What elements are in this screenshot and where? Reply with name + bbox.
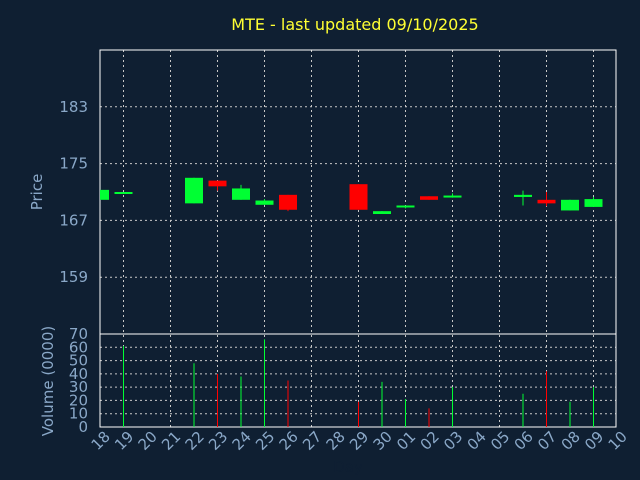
volume-tick-label: 20 <box>69 391 88 409</box>
volume-tick-label: 50 <box>69 352 88 370</box>
x-ticks: 1819202122232425262728293001020304050607… <box>88 428 631 454</box>
volume-tick-label: 30 <box>69 378 88 396</box>
candle-body <box>349 184 368 210</box>
candle-body <box>255 200 274 205</box>
price-tick-label: 167 <box>59 211 88 229</box>
candle-body <box>584 199 603 207</box>
price-tick-label: 175 <box>59 155 88 173</box>
candle <box>373 211 391 215</box>
candle-body <box>373 211 391 215</box>
candle-body <box>396 205 415 208</box>
candle <box>255 199 274 205</box>
candle-body <box>114 192 133 194</box>
candle-body <box>443 195 462 198</box>
price-tick-label: 183 <box>59 98 88 116</box>
x-axis-label: Day <box>333 458 363 476</box>
volume-tick-label: 10 <box>69 405 88 423</box>
candle-body <box>100 189 109 200</box>
candle <box>100 189 109 200</box>
candle-body <box>514 194 532 197</box>
volume-tick-label: 70 <box>69 325 88 343</box>
volume-tick-label: 40 <box>69 365 88 383</box>
volume-axis-label: Volume (0000) <box>39 326 57 436</box>
candle <box>443 193 462 198</box>
candle-body <box>208 180 227 187</box>
candle <box>584 196 603 207</box>
price-y-ticks: 159 167 175 183 <box>59 98 88 286</box>
volume-tick-label: 0 <box>78 418 88 436</box>
candle-body <box>185 177 203 204</box>
chart-title: MTE - last updated 09/10/2025 <box>231 15 478 34</box>
price-tick-label: 159 <box>59 268 88 286</box>
grid-layer <box>100 50 616 427</box>
candle-body <box>279 194 297 210</box>
candle-body <box>420 196 438 200</box>
candle <box>561 199 579 211</box>
candle <box>208 180 227 191</box>
price-axis-label: Price <box>28 174 46 211</box>
candle <box>114 192 133 194</box>
candle <box>185 177 203 204</box>
volume-bars <box>123 339 594 427</box>
candle <box>279 194 297 212</box>
candle <box>420 196 438 200</box>
candle <box>537 192 556 207</box>
volume-tick-label: 60 <box>69 338 88 356</box>
candle-body <box>561 199 579 211</box>
candle <box>232 184 250 200</box>
candle <box>349 184 368 210</box>
candle-body <box>537 199 556 204</box>
candle <box>396 205 415 209</box>
candle-body <box>232 188 250 200</box>
candle <box>514 190 532 206</box>
candles <box>100 177 603 215</box>
